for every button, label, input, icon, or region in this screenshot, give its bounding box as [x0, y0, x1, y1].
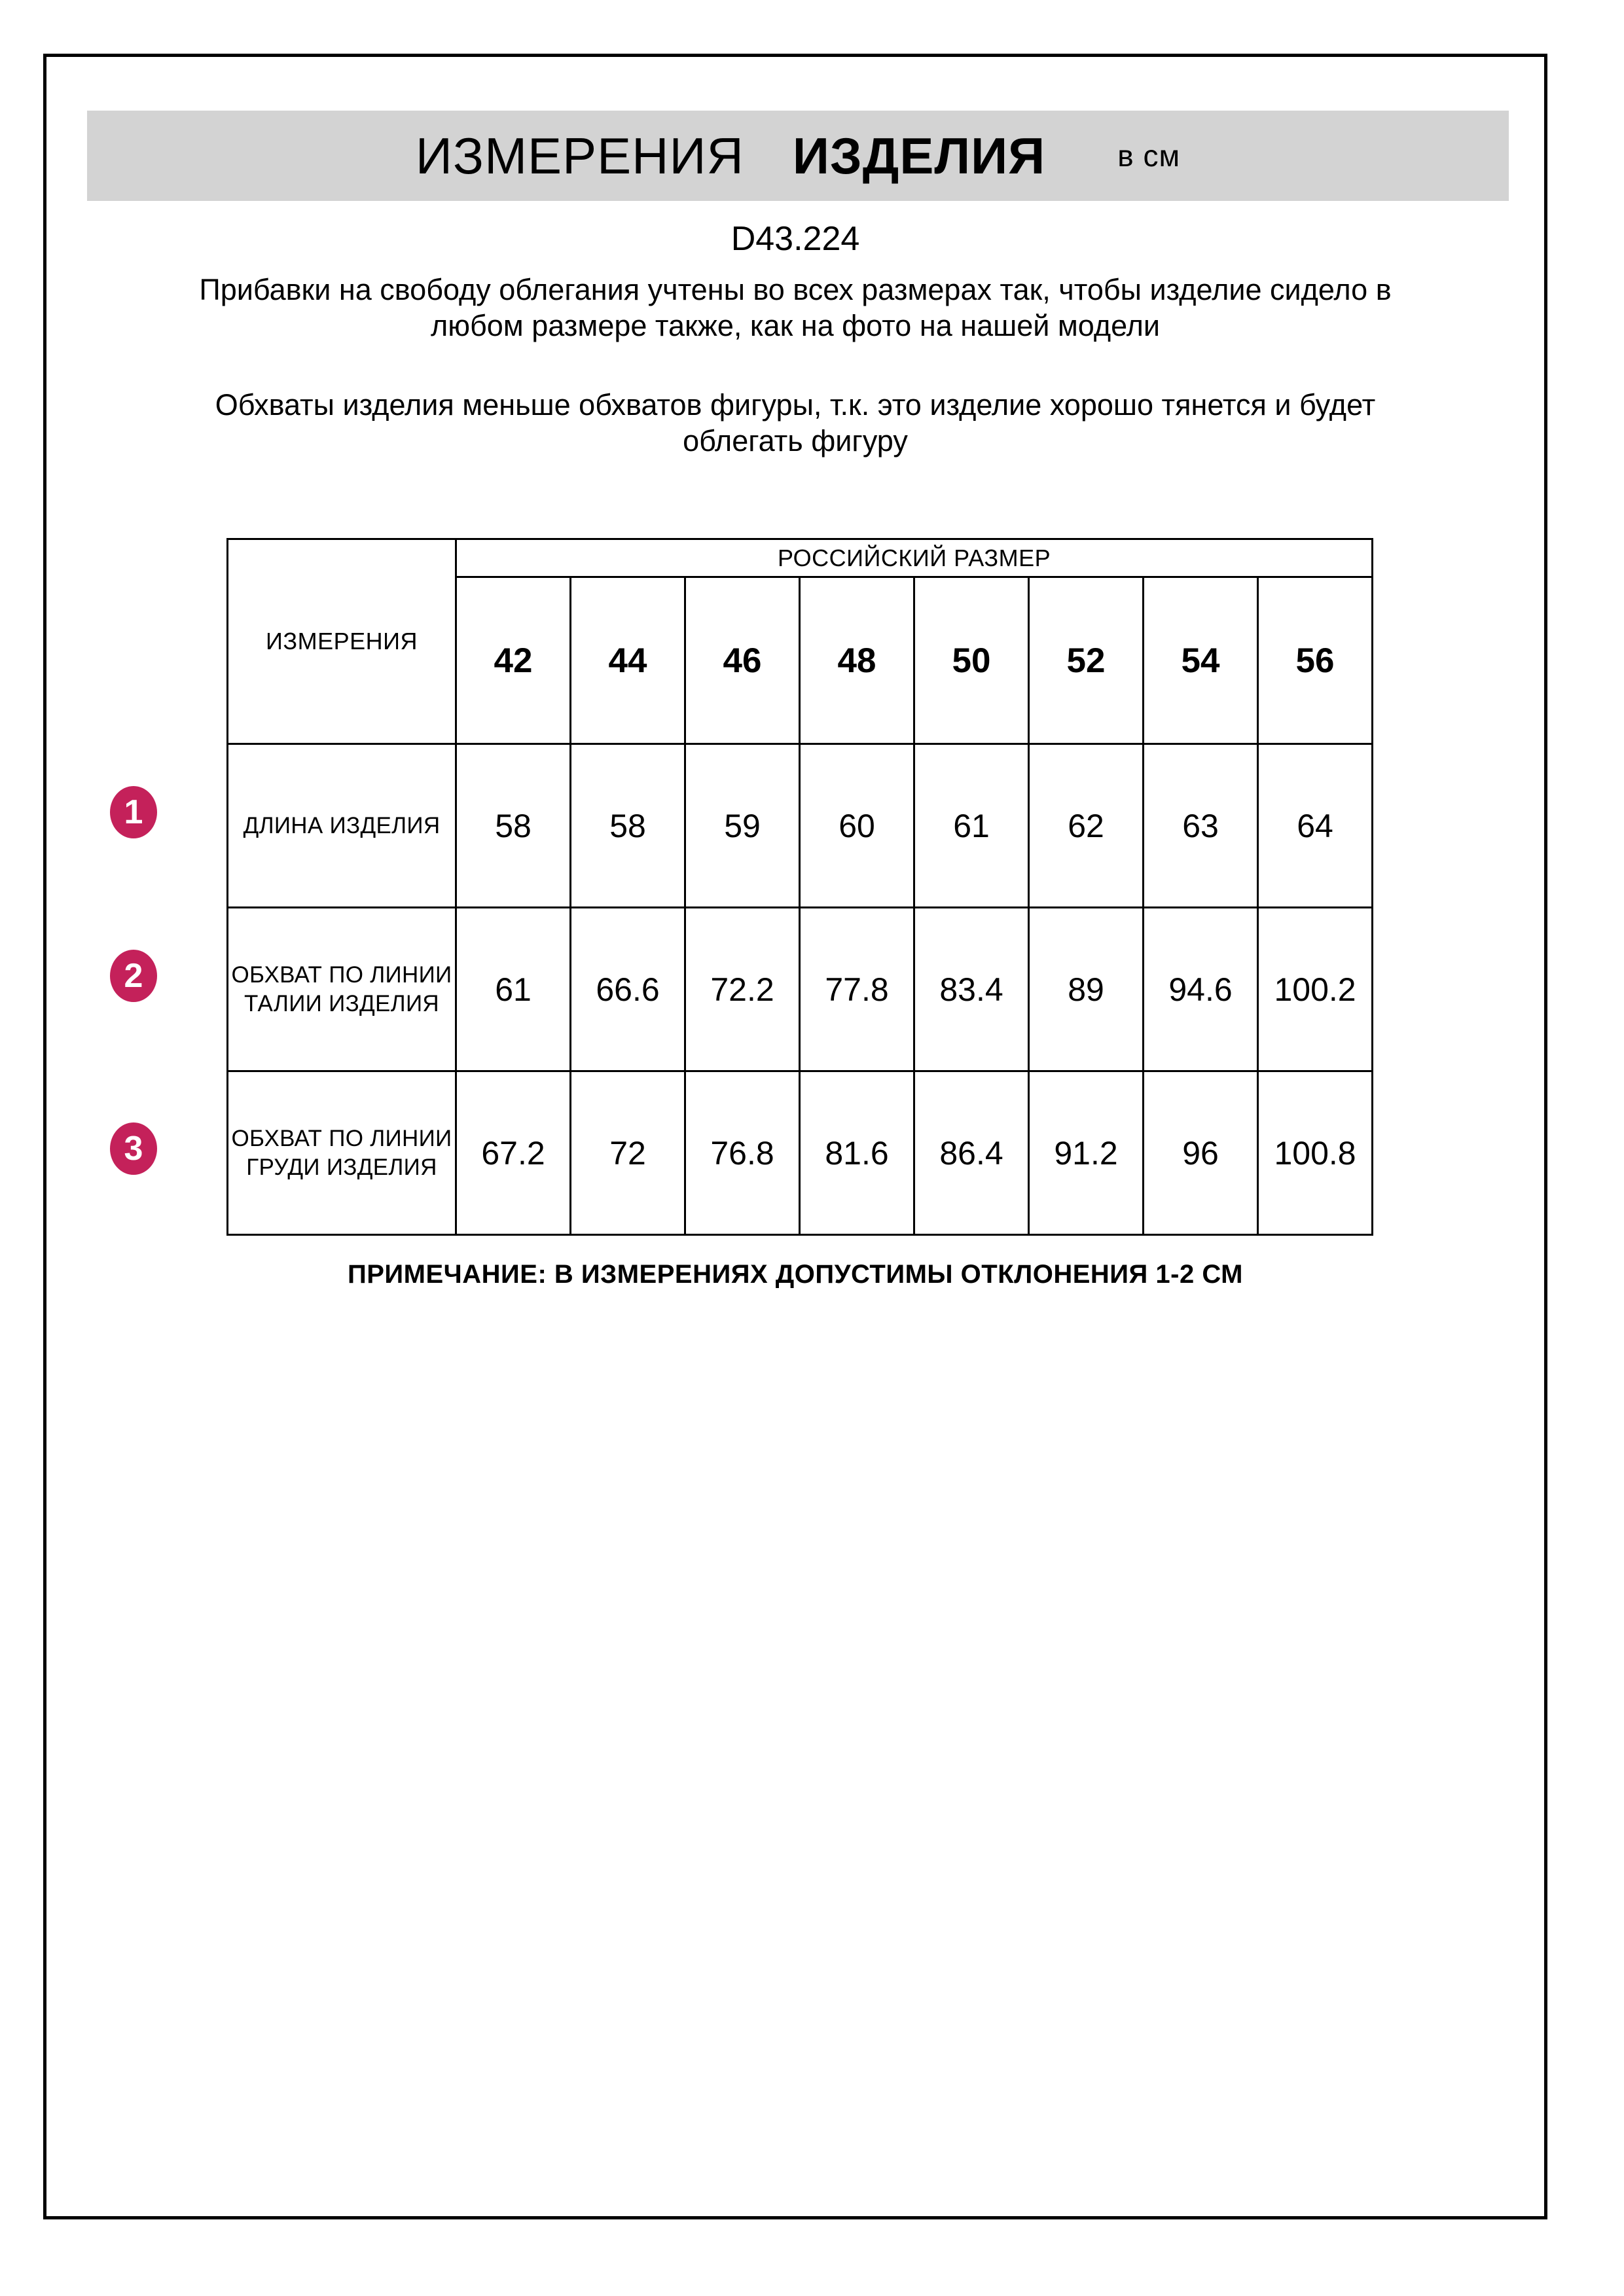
size-header-54: 54 — [1142, 576, 1259, 745]
cell-waist-48: 77.8 — [799, 906, 915, 1072]
cell-length-56: 64 — [1256, 743, 1374, 908]
cell-length-50: 61 — [913, 743, 1030, 908]
cell-chest-54: 96 — [1142, 1070, 1259, 1236]
cell-length-54: 63 — [1142, 743, 1259, 908]
cell-length-52: 62 — [1028, 743, 1144, 908]
row-label-length: ДЛИНА ИЗДЕЛИЯ — [226, 743, 457, 908]
cell-chest-46: 76.8 — [684, 1070, 801, 1236]
cell-waist-50: 83.4 — [913, 906, 1030, 1072]
cell-waist-44: 66.6 — [569, 906, 686, 1072]
title-unit-label: в см — [1117, 139, 1181, 173]
size-header-50: 50 — [913, 576, 1030, 745]
cell-waist-52: 89 — [1028, 906, 1144, 1072]
row-label-waist: ОБХВАТ ПО ЛИНИИ ТАЛИИ ИЗДЕЛИЯ — [226, 906, 457, 1072]
page-frame: ИЗМЕРЕНИЯ ИЗДЕЛИЯ в см D43.224 Прибавки … — [43, 54, 1547, 2219]
header-measurements-label: ИЗМЕРЕНИЯ — [226, 538, 457, 745]
cell-waist-42: 61 — [455, 906, 571, 1072]
cell-length-46: 59 — [684, 743, 801, 908]
cell-chest-52: 91.2 — [1028, 1070, 1144, 1236]
header-size-group: РОССИЙСКИЙ РАЗМЕР — [454, 538, 1374, 578]
description-paragraph-1: Прибавки на свободу облегания учтены во … — [199, 273, 1392, 342]
product-code: D43.224 — [731, 220, 860, 258]
cell-chest-50: 86.4 — [913, 1070, 1030, 1236]
cell-chest-56: 100.8 — [1256, 1070, 1374, 1236]
cell-length-48: 60 — [799, 743, 915, 908]
size-header-52: 52 — [1028, 576, 1144, 745]
size-header-44: 44 — [569, 576, 686, 745]
cell-waist-56: 100.2 — [1256, 906, 1374, 1072]
row-badge-3: 3 — [110, 1122, 157, 1175]
title-measurements: ИЗМЕРЕНИЯ — [415, 126, 744, 185]
row-label-chest: ОБХВАТ ПО ЛИНИИ ГРУДИ ИЗДЕЛИЯ — [226, 1070, 457, 1236]
description-paragraph-2: Обхваты изделия меньше обхватов фигуры, … — [215, 388, 1376, 457]
table-header-sizes-row: 42 44 46 48 50 52 54 56 — [228, 576, 1374, 745]
measurements-table: ИЗМЕРЕНИЯ РОССИЙСКИЙ РАЗМЕР 42 44 46 48 … — [226, 538, 1374, 1236]
title-product: ИЗДЕЛИЯ — [792, 126, 1046, 185]
table-row: ДЛИНА ИЗДЕЛИЯ 58 58 59 60 61 62 63 64 — [226, 743, 1374, 908]
table-row: ОБХВАТ ПО ЛИНИИ ТАЛИИ ИЗДЕЛИЯ 61 66.6 72… — [226, 906, 1374, 1072]
size-header-48: 48 — [799, 576, 915, 745]
size-header-42: 42 — [455, 576, 571, 745]
row-badge-1: 1 — [110, 786, 157, 838]
cell-chest-48: 81.6 — [799, 1070, 915, 1236]
size-header-46: 46 — [684, 576, 801, 745]
footer-note: ПРИМЕЧАНИЕ: В ИЗМЕРЕНИЯХ ДОПУСТИМЫ ОТКЛО… — [348, 1260, 1243, 1289]
cell-waist-46: 72.2 — [684, 906, 801, 1072]
cell-chest-44: 72 — [569, 1070, 686, 1236]
cell-length-42: 58 — [455, 743, 571, 908]
cell-chest-42: 67.2 — [455, 1070, 571, 1236]
table-row: ОБХВАТ ПО ЛИНИИ ГРУДИ ИЗДЕЛИЯ 67.2 72 76… — [226, 1070, 1374, 1236]
table-header-group-row: ИЗМЕРЕНИЯ РОССИЙСКИЙ РАЗМЕР — [226, 538, 1374, 745]
size-header-56: 56 — [1256, 576, 1374, 745]
row-badge-2: 2 — [110, 950, 157, 1002]
title-band: ИЗМЕРЕНИЯ ИЗДЕЛИЯ в см — [87, 111, 1509, 201]
cell-waist-54: 94.6 — [1142, 906, 1259, 1072]
cell-length-44: 58 — [569, 743, 686, 908]
